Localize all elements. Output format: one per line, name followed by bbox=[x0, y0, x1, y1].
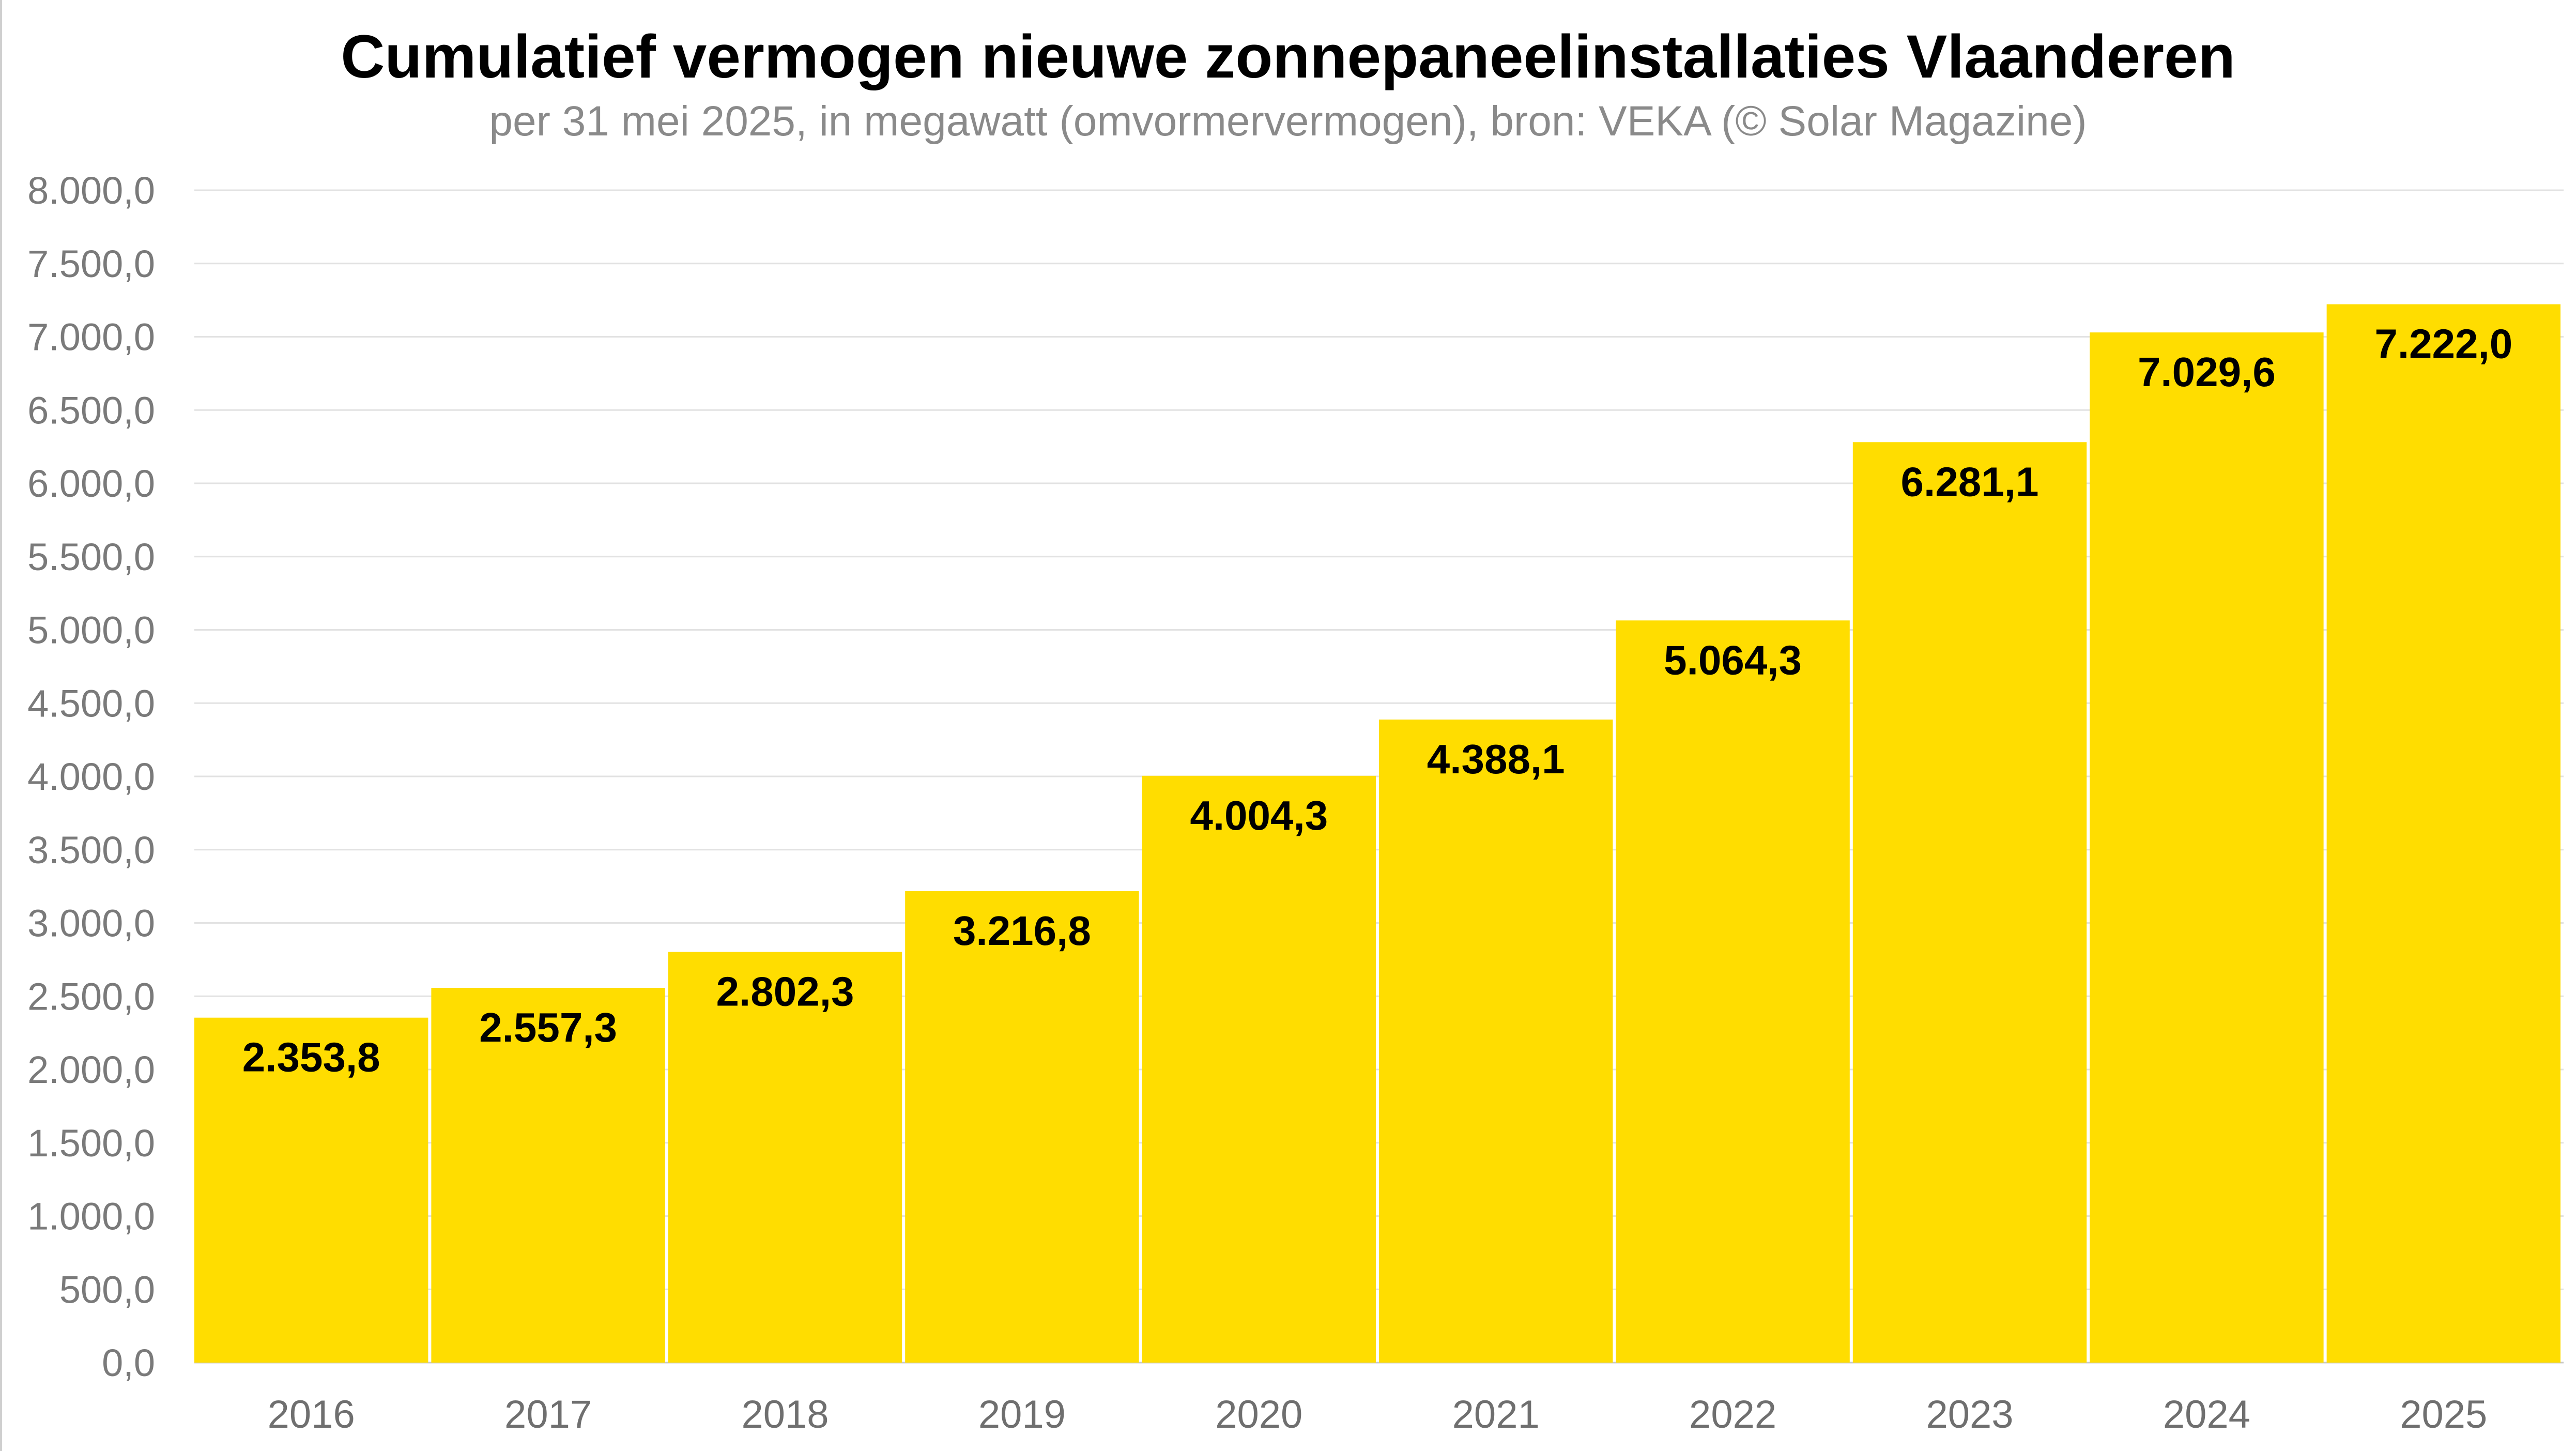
bar-2024 bbox=[2090, 332, 2324, 1363]
data-label: 7.222,0 bbox=[2374, 321, 2512, 367]
bar-2016 bbox=[194, 1017, 428, 1363]
y-tick-label: 3.500,0 bbox=[27, 829, 155, 872]
x-tick-label: 2016 bbox=[268, 1393, 355, 1437]
data-label: 3.216,8 bbox=[953, 908, 1091, 954]
y-tick-label: 500,0 bbox=[59, 1268, 155, 1311]
y-tick-label: 3.000,0 bbox=[27, 902, 155, 945]
y-tick-label: 2.500,0 bbox=[27, 975, 155, 1018]
bar-2019 bbox=[905, 891, 1139, 1363]
bar-2021 bbox=[1379, 719, 1613, 1363]
x-tick-label: 2022 bbox=[1689, 1393, 1776, 1437]
data-label: 2.802,3 bbox=[716, 969, 854, 1015]
bar-2022 bbox=[1616, 620, 1850, 1363]
y-tick-label: 8.000,0 bbox=[27, 169, 155, 212]
data-label: 7.029,6 bbox=[2138, 349, 2276, 395]
y-tick-label: 5.000,0 bbox=[27, 609, 155, 652]
y-tick-label: 6.000,0 bbox=[27, 462, 155, 505]
data-label: 4.388,1 bbox=[1427, 736, 1565, 782]
x-tick-label: 2025 bbox=[2400, 1393, 2487, 1437]
x-tick-label: 2018 bbox=[741, 1393, 829, 1437]
bar-2025 bbox=[2326, 304, 2560, 1363]
bar-2020 bbox=[1142, 775, 1376, 1363]
data-label: 2.557,3 bbox=[479, 1004, 617, 1050]
y-tick-label: 6.500,0 bbox=[27, 389, 155, 432]
x-tick-label: 2019 bbox=[978, 1393, 1066, 1437]
bar-2017 bbox=[431, 988, 665, 1363]
x-tick-label: 2017 bbox=[504, 1393, 592, 1437]
y-tick-label: 5.500,0 bbox=[27, 536, 155, 578]
bar-2023 bbox=[1852, 442, 2087, 1363]
y-tick-label: 7.000,0 bbox=[27, 316, 155, 359]
data-label: 6.281,1 bbox=[1901, 459, 2039, 505]
y-tick-label: 7.500,0 bbox=[27, 242, 155, 285]
data-label: 5.064,3 bbox=[1664, 637, 1802, 683]
chart-title: Cumulatief vermogen nieuwe zonnepaneelin… bbox=[341, 23, 2235, 91]
x-tick-label: 2020 bbox=[1215, 1393, 1302, 1437]
y-tick-label: 1.500,0 bbox=[27, 1122, 155, 1165]
left-border-rule bbox=[0, 0, 2, 1451]
x-tick-label: 2023 bbox=[1926, 1393, 2013, 1437]
y-tick-label: 4.000,0 bbox=[27, 755, 155, 798]
y-tick-label: 4.500,0 bbox=[27, 682, 155, 725]
bar-2018 bbox=[668, 952, 902, 1363]
y-tick-label: 0,0 bbox=[102, 1341, 155, 1384]
data-label: 4.004,3 bbox=[1190, 792, 1328, 838]
y-tick-label: 2.000,0 bbox=[27, 1048, 155, 1091]
x-tick-label: 2021 bbox=[1452, 1393, 1540, 1437]
data-label: 2.353,8 bbox=[242, 1034, 380, 1080]
chart-subtitle: per 31 mei 2025, in megawatt (omvormerve… bbox=[489, 98, 2087, 145]
y-tick-label: 1.000,0 bbox=[27, 1195, 155, 1238]
x-tick-label: 2024 bbox=[2163, 1393, 2250, 1437]
